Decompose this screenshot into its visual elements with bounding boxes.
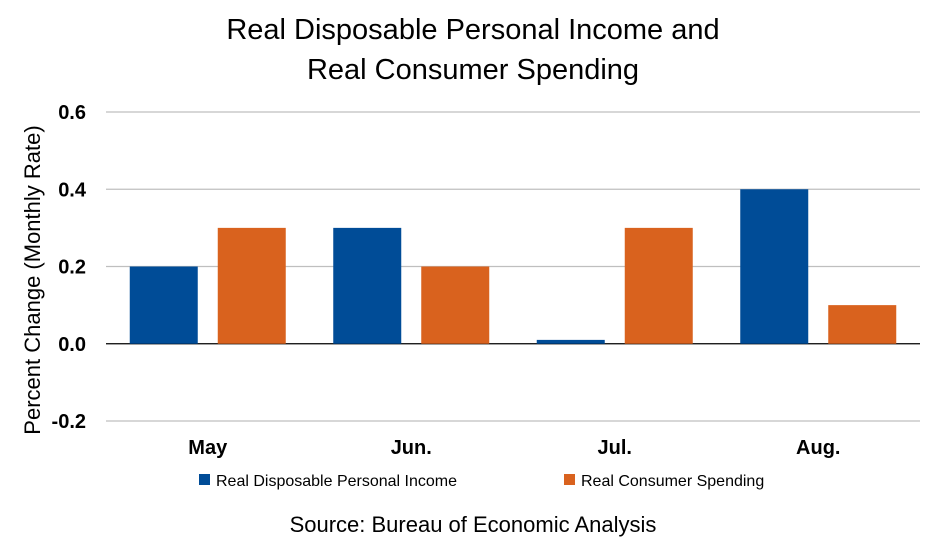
x-tick-label: Jun. — [391, 437, 432, 459]
y-tick-label: 0.4 — [58, 179, 87, 201]
bar-income-3 — [740, 189, 809, 344]
bar-income-0 — [129, 266, 198, 344]
bar-spending-3 — [828, 305, 897, 344]
bar-spending-2 — [624, 227, 693, 344]
bar-spending-0 — [217, 227, 286, 344]
legend-label: Real Consumer Spending — [581, 473, 764, 490]
x-tick-label: Aug. — [796, 437, 840, 459]
x-tick-label: Jul. — [598, 437, 632, 459]
legend-swatch — [564, 474, 575, 485]
chart-title-line-1: Real Disposable Personal Income and — [226, 14, 720, 46]
y-tick-label: -0.2 — [52, 411, 86, 433]
bar-income-2 — [536, 339, 605, 344]
source-note: Source: Bureau of Economic Analysis — [289, 512, 657, 537]
y-tick-label: 0.2 — [58, 257, 86, 279]
y-tick-label: 0.0 — [58, 334, 86, 356]
bar-spending-1 — [421, 266, 490, 344]
chart-title-line-2: Real Consumer Spending — [306, 54, 640, 86]
legend-label: Real Disposable Personal Income — [216, 473, 457, 490]
legend-swatch — [199, 474, 210, 485]
y-tick-label: 0.6 — [58, 102, 86, 124]
bar-income-1 — [333, 227, 402, 344]
x-tick-label: May — [188, 437, 228, 459]
y-axis-label: Percent Change (Monthly Rate) — [20, 125, 45, 434]
